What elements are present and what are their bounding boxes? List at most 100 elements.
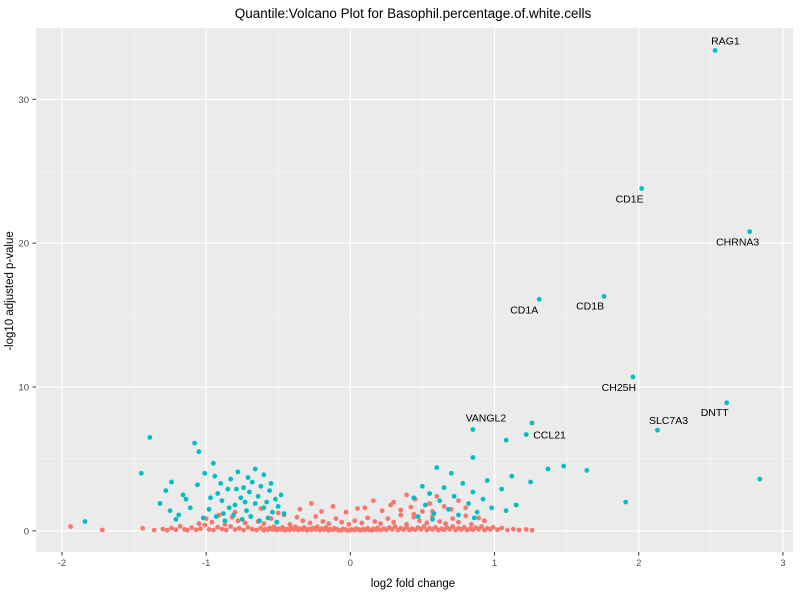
data-point-not_significant [411, 511, 417, 517]
data-point-not_significant [235, 518, 241, 524]
gene-label-slc7a3: SLC7A3 [649, 415, 688, 427]
data-point-significant [157, 501, 163, 506]
data-point-not_significant [228, 524, 234, 529]
data-point-significant [441, 485, 447, 491]
data-point-not_significant [202, 522, 208, 528]
data-point-significant [415, 514, 421, 519]
data-point-gene-cd1a [536, 296, 542, 302]
data-point-significant [235, 469, 241, 475]
data-point-not_significant [463, 505, 469, 511]
data-point-not_significant [365, 515, 370, 521]
data-point-not_significant [476, 515, 482, 521]
data-point-significant [480, 496, 486, 502]
data-point-significant [513, 502, 519, 508]
data-point-significant [196, 449, 202, 455]
data-point-not_significant [261, 521, 267, 527]
data-point-significant [221, 511, 226, 516]
data-point-significant [211, 460, 216, 466]
data-point-significant [173, 516, 179, 522]
data-point-significant [82, 519, 88, 524]
data-point-significant [437, 498, 443, 504]
data-point-significant [489, 505, 494, 511]
data-point-significant [561, 463, 567, 469]
data-point-not_significant [198, 526, 203, 532]
data-point-significant [528, 479, 533, 485]
data-point-gene-vangl2 [470, 427, 476, 432]
data-point-not_significant [469, 522, 474, 527]
data-point-gene-dntt [724, 400, 730, 406]
data-point-not_significant [499, 525, 505, 531]
gene-label-cd1b: CD1B [576, 300, 604, 312]
data-point-not_significant [392, 524, 398, 529]
data-point-not_significant [193, 527, 199, 533]
data-point-significant [239, 516, 245, 522]
data-point-not_significant [362, 505, 368, 511]
data-point-not_significant [523, 527, 529, 532]
data-point-significant [202, 470, 208, 476]
data-point-significant [247, 489, 252, 495]
data-point-significant [200, 515, 206, 521]
x-tick-label: 2 [636, 558, 641, 569]
data-point-significant [503, 437, 509, 443]
data-point-significant [206, 506, 212, 512]
data-point-significant [267, 488, 272, 493]
data-point-not_significant [450, 516, 456, 521]
data-point-significant [460, 481, 466, 486]
data-point-significant [180, 492, 186, 498]
data-point-significant [474, 509, 480, 515]
data-point-not_significant [206, 527, 212, 532]
data-point-gene-chrna3 [747, 229, 753, 235]
gene-label-cd1a: CD1A [510, 304, 538, 316]
data-point-not_significant [294, 514, 300, 520]
data-point-not_significant [173, 527, 179, 533]
data-point-not_significant [151, 527, 157, 533]
data-point-not_significant [441, 504, 447, 509]
data-point-gene-cd1e [639, 186, 644, 191]
data-point-gene-slc7a3 [655, 427, 660, 433]
data-point-not_significant [169, 525, 174, 531]
data-point-not_significant [249, 526, 255, 532]
data-point-significant [228, 476, 234, 482]
data-point-not_significant [271, 524, 277, 530]
data-point-not_significant [185, 527, 190, 533]
data-point-significant [757, 476, 763, 482]
page-title: Quantile:Volcano Plot for Basophil.perce… [235, 6, 592, 21]
data-point-not_significant [510, 526, 516, 532]
data-point-not_significant [398, 507, 404, 513]
data-point-not_significant [330, 504, 336, 509]
data-point-not_significant [326, 521, 332, 527]
data-point-significant [248, 514, 254, 519]
data-point-significant [499, 486, 505, 492]
data-point-significant [268, 481, 274, 486]
data-point-not_significant [372, 519, 378, 524]
y-tick-label: 30 [18, 95, 29, 106]
data-point-significant [503, 508, 509, 514]
data-point-significant [167, 508, 173, 514]
data-point-not_significant [417, 518, 422, 524]
data-point-significant [226, 505, 232, 511]
data-point-not_significant [421, 524, 427, 529]
data-point-not_significant [404, 492, 409, 498]
data-point-significant [484, 478, 490, 483]
data-point-not_significant [456, 498, 461, 504]
x-tick-label: -2 [58, 558, 66, 569]
data-point-significant [212, 473, 218, 479]
data-point-not_significant [404, 522, 409, 527]
data-point-not_significant [209, 519, 215, 525]
data-point-not_significant [245, 525, 251, 530]
data-point-not_significant [437, 519, 443, 524]
x-tick-label: 3 [780, 558, 785, 569]
data-point-not_significant [482, 518, 487, 524]
data-point-not_significant [371, 498, 376, 504]
data-point-significant [213, 514, 219, 519]
data-point-significant [261, 472, 267, 478]
panel-background [36, 28, 793, 552]
data-point-not_significant [450, 524, 456, 529]
data-point-not_significant [388, 502, 394, 508]
data-point-significant [422, 502, 428, 508]
data-point-not_significant [314, 524, 320, 530]
data-point-not_significant [99, 527, 105, 533]
data-point-not_significant [293, 524, 298, 530]
